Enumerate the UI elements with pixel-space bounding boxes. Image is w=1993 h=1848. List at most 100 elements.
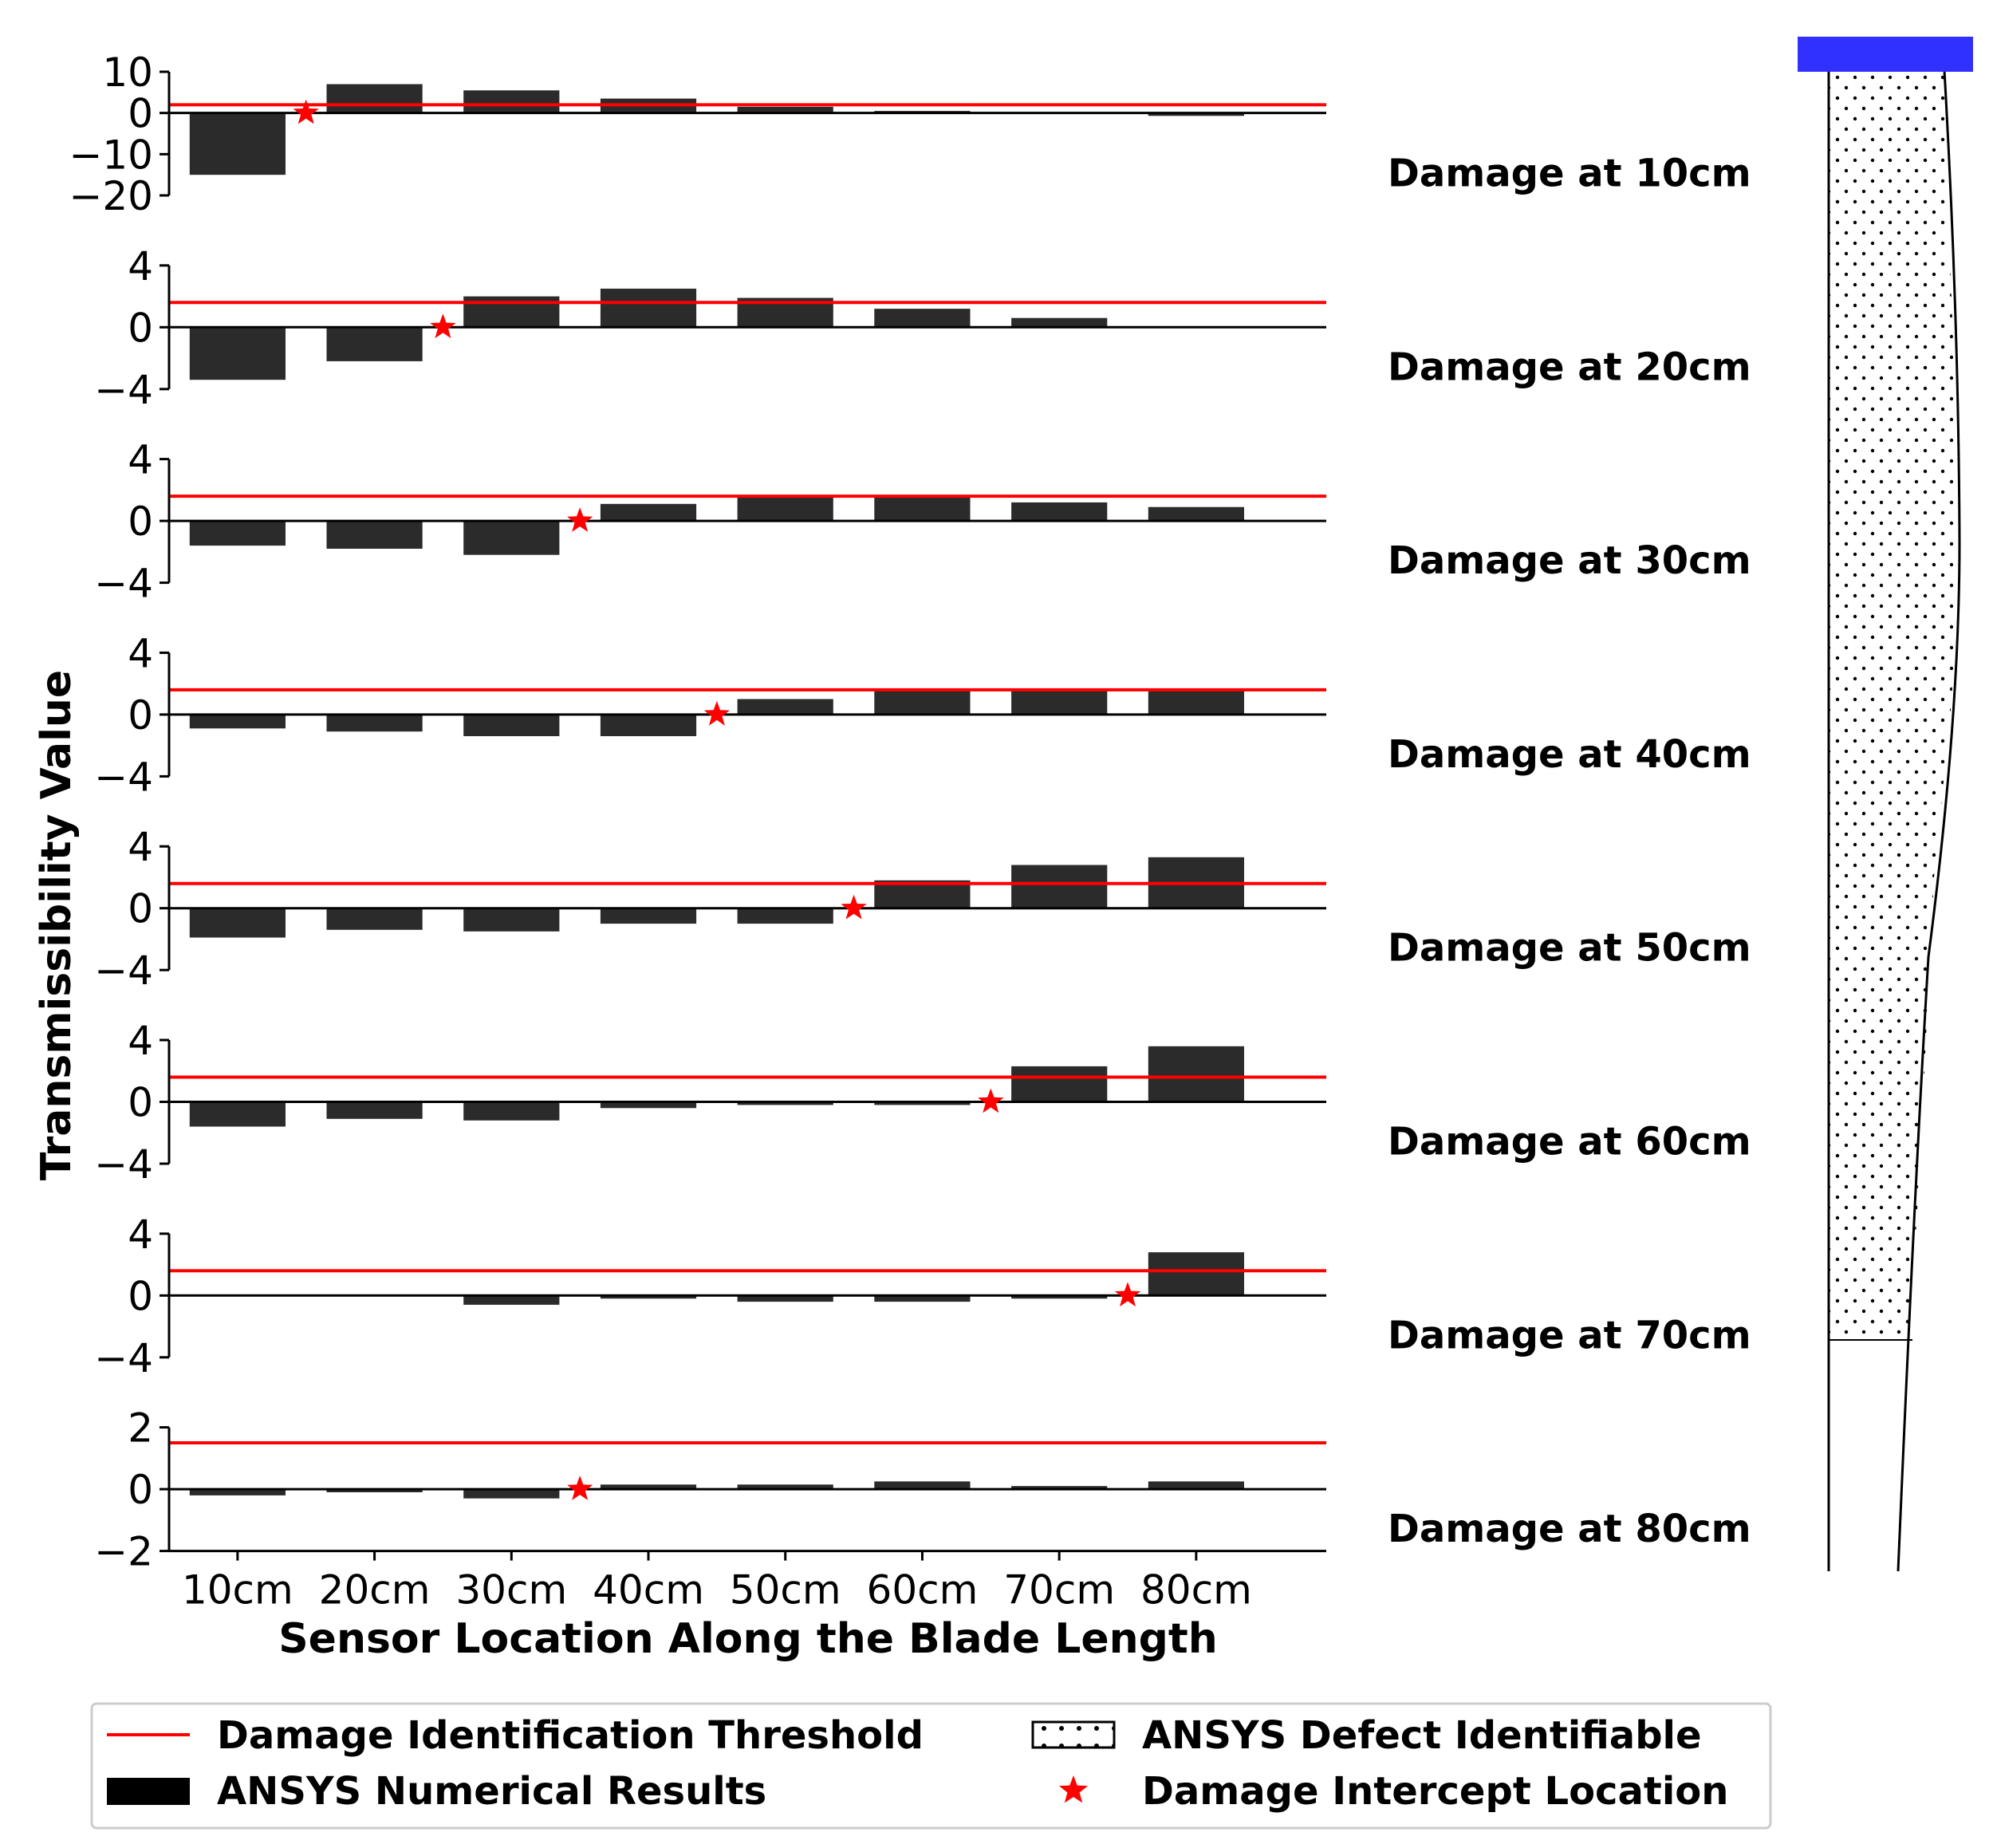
- legend-numerical-label: ANSYS Numerical Results: [217, 1769, 766, 1814]
- bar-60cm: [874, 689, 971, 715]
- bar-20cm: [326, 521, 423, 549]
- bar-40cm: [600, 1101, 697, 1109]
- y-tick-label: 0: [128, 692, 153, 739]
- intercept-star: [430, 313, 456, 339]
- bar-30cm: [463, 714, 560, 736]
- bar-70cm: [1011, 502, 1108, 522]
- y-tick-label: 4: [128, 630, 153, 676]
- bar-80cm: [1148, 1481, 1244, 1490]
- legend: Damage Identification Threshold ANSYS Nu…: [90, 1702, 1772, 1830]
- intercept-star: [567, 507, 593, 532]
- y-tick-label: −4: [94, 1335, 153, 1381]
- bar-20cm: [326, 908, 423, 930]
- bar-20cm: [326, 327, 423, 361]
- bar-40cm: [600, 1484, 697, 1490]
- intercept-star: [841, 894, 867, 920]
- intercept-star: [1114, 1282, 1141, 1307]
- bar-60cm: [874, 1295, 971, 1302]
- y-tick-label: 4: [128, 1212, 153, 1258]
- bar-70cm: [1011, 1295, 1108, 1299]
- x-tick-label: 50cm: [730, 1567, 841, 1614]
- legend-intercept-label: Damage Intercept Location: [1142, 1769, 1728, 1814]
- panel-title: Damage at 80cm: [1388, 1507, 1751, 1551]
- y-tick-label: −4: [94, 754, 153, 800]
- y-tick-label: 4: [128, 824, 153, 870]
- panel-title: Damage at 20cm: [1388, 345, 1751, 389]
- bar-20cm: [326, 1101, 423, 1119]
- panel-title: Damage at 40cm: [1388, 732, 1751, 777]
- y-tick-label: 2: [128, 1405, 153, 1452]
- y-tick-label: 0: [128, 1467, 153, 1513]
- bar-50cm: [737, 699, 833, 715]
- bar-20cm: [326, 84, 423, 113]
- legend-numerical-swatch: [107, 1778, 190, 1805]
- bar-80cm: [1148, 1046, 1244, 1102]
- y-tick-label: −4: [94, 1141, 153, 1188]
- legend-frame: [90, 1702, 1772, 1830]
- y-tick-label: −10: [69, 132, 153, 178]
- bar-50cm: [737, 1101, 833, 1105]
- blade-outline: [1827, 69, 1961, 1572]
- x-axis-label: Sensor Location Along the Blade Length: [278, 1615, 1218, 1663]
- legend-defect-swatch: [1031, 1720, 1116, 1749]
- panel-5: 4 0 −4 Damage at 50cm: [94, 824, 1751, 994]
- legend-defect-label: ANSYS Defect Identifiable: [1142, 1713, 1702, 1758]
- bar-80cm: [1148, 112, 1244, 116]
- bar-70cm: [1011, 1486, 1108, 1490]
- x-tick-label: 30cm: [455, 1567, 567, 1614]
- y-tick-label: 0: [128, 886, 153, 932]
- bar-50cm: [737, 1295, 833, 1302]
- y-tick-label: −2: [94, 1529, 153, 1575]
- chart-panels: 10 0 −10 −2 0 Damage at 10cm 4 0 −4 Damage at 20c…: [69, 49, 1751, 1614]
- y-tick-label: 0: [128, 1080, 153, 1126]
- x-tick-label: 20cm: [319, 1567, 431, 1614]
- x-tick-label: 10cm: [182, 1567, 293, 1614]
- bar-10cm: [189, 521, 286, 546]
- intercept-star: [703, 700, 730, 726]
- y-tick-label: −4: [94, 948, 153, 994]
- bar-40cm: [600, 503, 697, 522]
- x-tick-label: 70cm: [1003, 1567, 1115, 1614]
- bar-60cm: [874, 1101, 971, 1105]
- bar-40cm: [600, 288, 697, 328]
- bar-10cm: [189, 1489, 286, 1495]
- bar-40cm: [600, 908, 697, 924]
- bar-50cm: [737, 106, 833, 113]
- bar-20cm: [326, 714, 423, 732]
- panel-4: 4 0 −4 Damage at 40cm: [94, 630, 1751, 800]
- bar-50cm: [737, 908, 833, 924]
- bar-30cm: [463, 90, 560, 113]
- legend-threshold-label: Damage Identification Threshold: [217, 1713, 924, 1758]
- bar-50cm: [737, 1484, 833, 1490]
- bar-80cm: [1148, 506, 1244, 522]
- panel-6: 4 0 −4 Damage at 60cm: [94, 1018, 1751, 1188]
- y-tick-label: 10: [102, 49, 153, 96]
- panel-3: 4 0 −4 Damage at 30cm: [94, 437, 1751, 607]
- bar-80cm: [1148, 689, 1244, 715]
- bar-60cm: [874, 1481, 971, 1490]
- panel-title: Damage at 70cm: [1388, 1313, 1751, 1357]
- bar-30cm: [463, 1295, 560, 1305]
- intercept-star: [978, 1088, 1004, 1113]
- y-tick-label: 0: [128, 305, 153, 351]
- y-tick-label: −4: [94, 561, 153, 607]
- y-tick-label: 4: [128, 1018, 153, 1064]
- x-tick-label: 40cm: [593, 1567, 704, 1614]
- panel-title: Damage at 60cm: [1388, 1120, 1751, 1164]
- legend-intercept-star: [1058, 1775, 1089, 1803]
- bar-10cm: [189, 327, 286, 380]
- panel-title: Damage at 10cm: [1388, 152, 1751, 196]
- panel-title: Damage at 50cm: [1388, 926, 1751, 971]
- y-tick-label: −4: [94, 367, 153, 413]
- bar-10cm: [189, 112, 286, 175]
- bar-40cm: [600, 714, 697, 736]
- bar-80cm: [1148, 1252, 1244, 1296]
- bar-30cm: [463, 1489, 560, 1499]
- bar-60cm: [874, 309, 971, 328]
- x-tick-label: 60cm: [867, 1567, 979, 1614]
- panel-2: 4 0 −4 Damage at 20cm: [94, 243, 1751, 413]
- bar-60cm: [874, 496, 971, 522]
- intercept-star: [293, 99, 319, 124]
- bar-30cm: [463, 908, 560, 932]
